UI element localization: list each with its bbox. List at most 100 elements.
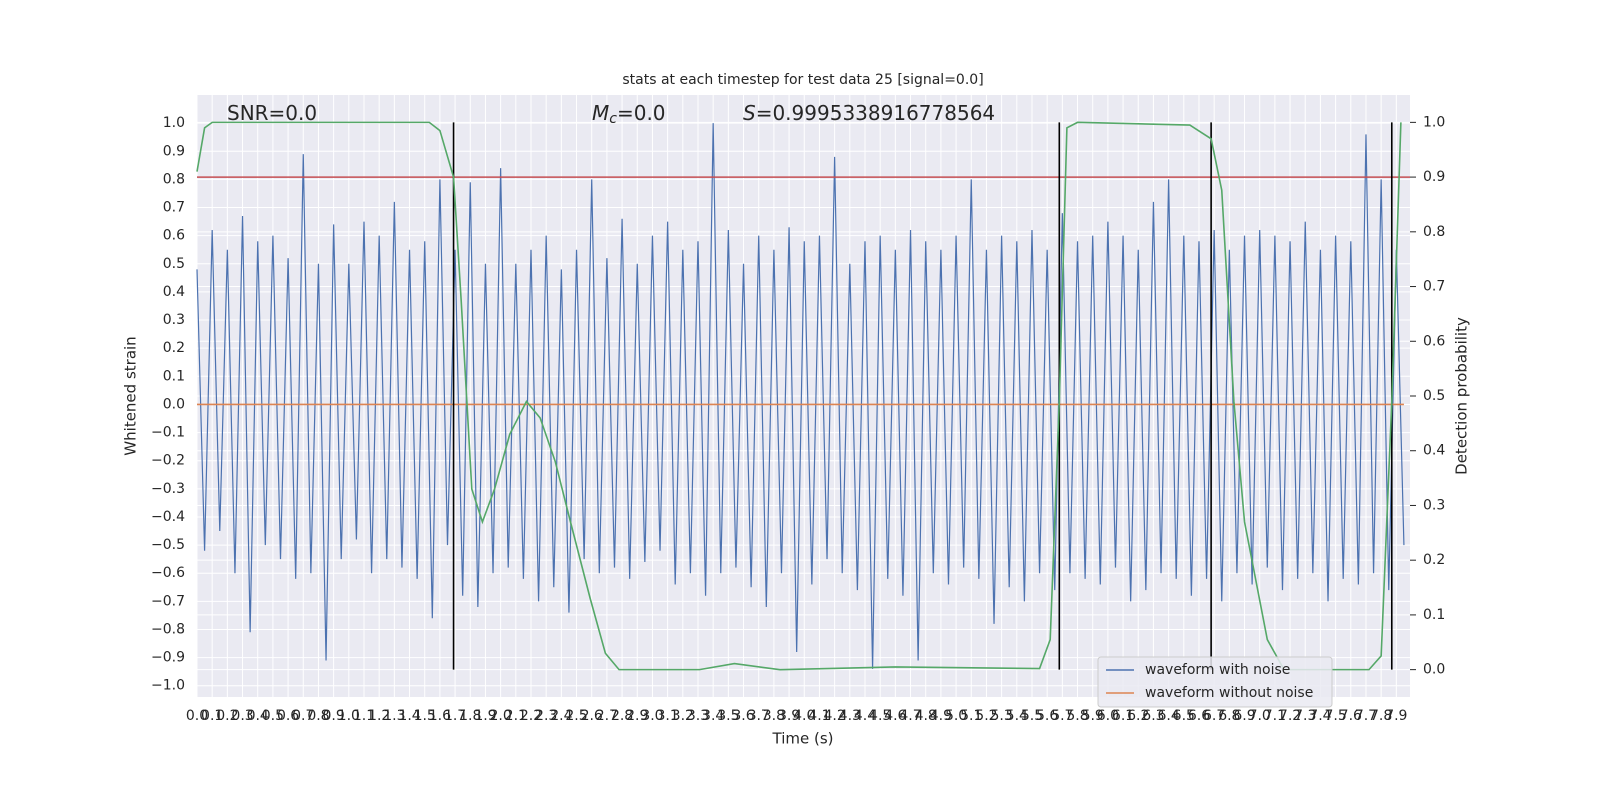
x-tick-label: 6.4 — [1157, 708, 1179, 724]
y-tick-label: −0.9 — [151, 650, 185, 666]
x-tick-label: 4.5 — [869, 708, 891, 724]
x-tick-label: 4.0 — [793, 708, 815, 724]
x-tick-label: 7.7 — [1355, 708, 1377, 724]
y2-tick-label: 0.7 — [1423, 279, 1445, 295]
y2-axis-label: Detection probability — [1453, 317, 1471, 475]
y2-tick-label: 0.5 — [1423, 388, 1445, 404]
y-axis-label: Whitened strain — [122, 336, 140, 455]
x-tick-label: 2.7 — [596, 708, 618, 724]
annotation-part: M — [592, 101, 609, 125]
x-tick-label: 1.3 — [383, 708, 405, 724]
annotation-part: c — [609, 111, 617, 127]
x-tick-label: 4.8 — [915, 708, 937, 724]
x-tick-label: 2.8 — [611, 708, 633, 724]
x-tick-label: 2.6 — [581, 708, 603, 724]
x-tick-label: 4.9 — [930, 708, 952, 724]
x-tick-label: 3.5 — [717, 708, 739, 724]
y-tick-label: 0.2 — [163, 340, 185, 356]
y-tick-label: 0.8 — [163, 171, 185, 187]
y-tick-label: −0.3 — [151, 481, 185, 497]
x-tick-label: 2.3 — [535, 708, 557, 724]
x-tick-label: 7.8 — [1370, 708, 1392, 724]
x-tick-label: 7.5 — [1324, 708, 1346, 724]
x-tick-label: 3.2 — [672, 708, 694, 724]
x-tick-label: 7.1 — [1264, 708, 1286, 724]
x-tick-label: 3.1 — [656, 708, 678, 724]
x-tick-label: 1.9 — [474, 708, 496, 724]
x-tick-label: 3.9 — [778, 708, 800, 724]
x-tick-label: 2.2 — [520, 708, 542, 724]
x-tick-label: 6.0 — [1097, 708, 1119, 724]
y-tick-label: 0.3 — [163, 312, 185, 328]
x-tick-label: 5.9 — [1082, 708, 1104, 724]
x-tick-label: 0.0 — [186, 708, 208, 724]
annotation-part: =0.0 — [617, 101, 666, 125]
x-tick-label: 5.7 — [1051, 708, 1073, 724]
x-tick-label: 4.4 — [854, 708, 876, 724]
x-tick-label: 3.4 — [702, 708, 724, 724]
x-tick-label: 3.3 — [687, 708, 709, 724]
x-tick-label: 1.0 — [338, 708, 360, 724]
y-tick-label: 1.0 — [163, 115, 185, 131]
x-tick-label: 0.9 — [323, 708, 345, 724]
y2-tick-label: 1.0 — [1423, 114, 1445, 130]
x-tick-label: 4.3 — [839, 708, 861, 724]
x-tick-label: 3.6 — [732, 708, 754, 724]
annotation: S=0.9995338916778564 — [743, 101, 995, 125]
legend-label: waveform without noise — [1145, 685, 1313, 701]
y-tick-label: −0.1 — [151, 425, 185, 441]
x-tick-label: 0.5 — [262, 708, 284, 724]
y-tick-label: 0.9 — [163, 143, 185, 159]
x-tick-label: 7.3 — [1294, 708, 1316, 724]
y-tick-label: −0.6 — [151, 565, 185, 581]
x-tick-label: 2.4 — [550, 708, 572, 724]
x-tick-label: 6.8 — [1218, 708, 1240, 724]
x-tick-label: 2.9 — [626, 708, 648, 724]
y-tick-label: −0.7 — [151, 593, 185, 609]
y2-tick-label: 0.6 — [1423, 333, 1445, 349]
x-tick-label: 5.3 — [990, 708, 1012, 724]
y-tick-label: 0.0 — [163, 396, 185, 412]
x-tick-label: 0.4 — [247, 708, 269, 724]
x-tick-label: 2.1 — [505, 708, 527, 724]
series-line — [196, 123, 1405, 669]
x-tick-label: 7.6 — [1340, 708, 1362, 724]
y2-tick-label: 0.8 — [1423, 224, 1445, 240]
x-tick-label: 0.1 — [201, 708, 223, 724]
y-tick-label: −0.2 — [151, 453, 185, 469]
x-tick-label: 1.7 — [444, 708, 466, 724]
x-tick-label: 7.9 — [1385, 708, 1407, 724]
x-tick-label: 0.8 — [307, 708, 329, 724]
x-tick-label: 5.4 — [1006, 708, 1028, 724]
y2-tick-label: 0.9 — [1423, 169, 1445, 185]
x-axis-label: Time (s) — [772, 730, 834, 748]
x-tick-label: 6.5 — [1173, 708, 1195, 724]
annotation-part: =0.9995338916778564 — [756, 101, 995, 125]
y2-tick-label: 0.0 — [1423, 662, 1445, 678]
legend-label: waveform with noise — [1145, 662, 1290, 678]
y-tick-label: 0.6 — [163, 228, 185, 244]
legend-box — [1097, 656, 1333, 708]
x-tick-label: 4.1 — [808, 708, 830, 724]
annotation: Mc=0.0 — [592, 101, 666, 128]
x-tick-label: 0.3 — [231, 708, 253, 724]
series-line — [196, 121, 1402, 671]
y-tick-label: −0.4 — [151, 509, 185, 525]
x-tick-label: 5.2 — [975, 708, 997, 724]
y-tick-label: −0.8 — [151, 621, 185, 637]
x-tick-label: 0.7 — [292, 708, 314, 724]
x-tick-label: 7.2 — [1279, 708, 1301, 724]
x-tick-label: 5.0 — [945, 708, 967, 724]
y2-tick-label: 0.3 — [1423, 497, 1445, 513]
annotation: SNR=0.0 — [227, 101, 317, 125]
x-tick-label: 6.6 — [1188, 708, 1210, 724]
x-tick-label: 1.4 — [398, 708, 420, 724]
x-tick-label: 6.9 — [1233, 708, 1255, 724]
x-tick-label: 1.6 — [429, 708, 451, 724]
x-tick-label: 1.2 — [368, 708, 390, 724]
y-tick-label: 0.7 — [163, 200, 185, 216]
x-tick-label: 6.1 — [1112, 708, 1134, 724]
x-tick-label: 6.7 — [1203, 708, 1225, 724]
x-tick-label: 5.1 — [960, 708, 982, 724]
